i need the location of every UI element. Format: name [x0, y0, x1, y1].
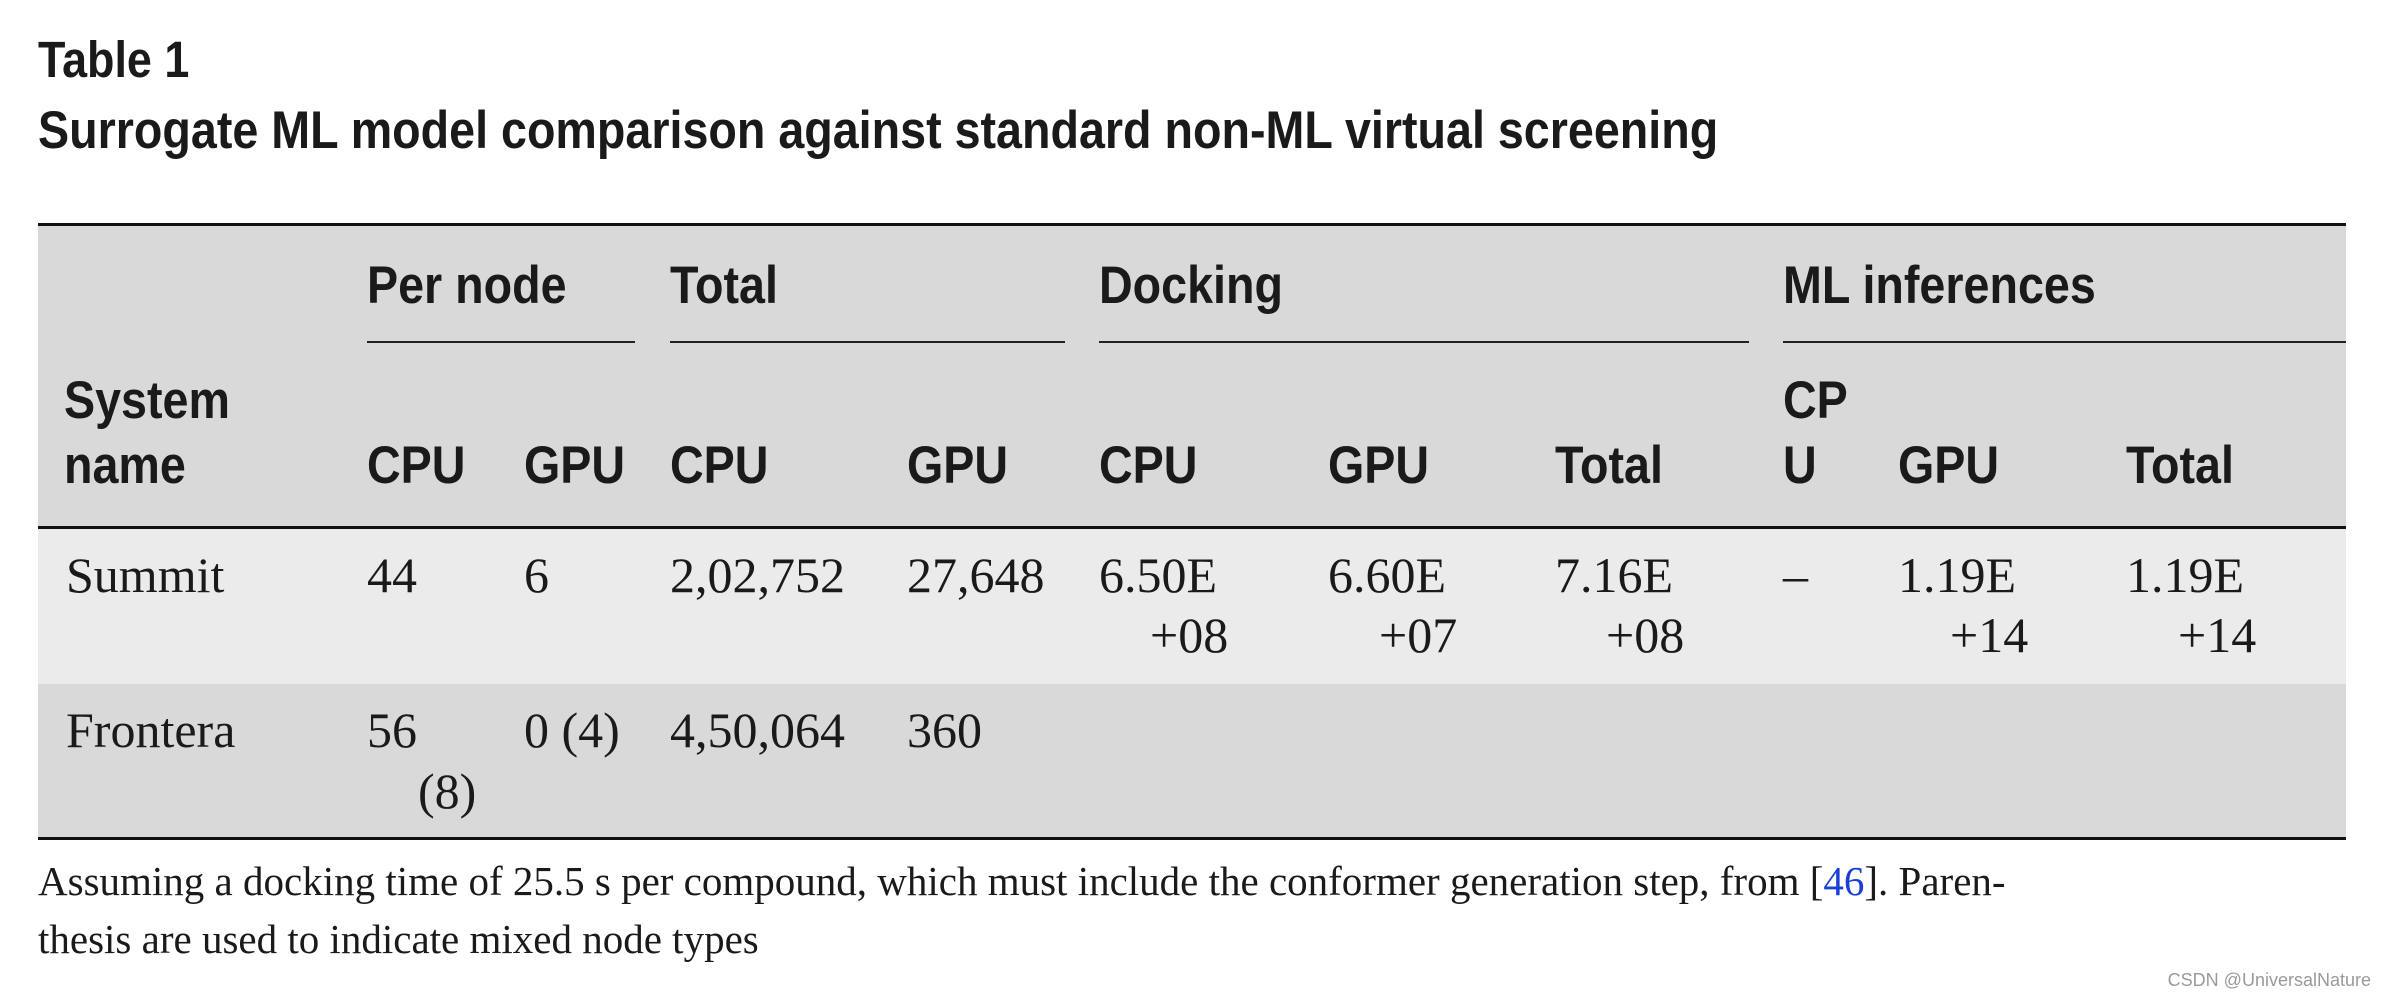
footnote-citation-link[interactable]: 46: [1823, 858, 1865, 904]
col-header-per-node-cpu: CPU: [367, 436, 466, 495]
col-header-docking-gpu: GPU: [1328, 436, 1430, 495]
row-summit-per-node-gpu: 6: [524, 547, 549, 603]
table-title: Surrogate ML model comparison against st…: [38, 101, 1719, 160]
col-header-docking-cpu: CPU: [1099, 436, 1198, 495]
row-summit-docking-gpu-exponent: +07: [1379, 607, 1458, 663]
col-header-ml-cpu-line1: CP: [1783, 371, 1848, 430]
table-header-background: [38, 224, 2346, 528]
row-summit-docking-total-mantissa: 7.16E: [1555, 547, 1674, 603]
table-label: Table 1: [38, 31, 190, 88]
table-row-frontera-background: [38, 684, 2346, 838]
row-summit-docking-total-exponent: +08: [1606, 607, 1685, 663]
col-header-per-node-gpu: GPU: [524, 436, 626, 495]
header-system-line2: name: [64, 436, 186, 495]
table-bottom-rule: [38, 837, 2346, 840]
footnote-text-before: Assuming a docking time of 25.5 s per co…: [38, 858, 1824, 904]
row-summit-ml-gpu-exponent: +14: [1950, 607, 2029, 663]
group-underline-ml-inferences: [1783, 341, 2346, 343]
group-underline-docking: [1099, 341, 1749, 343]
col-header-total-gpu: GPU: [907, 436, 1009, 495]
row-frontera-system: Frontera: [66, 702, 236, 758]
row-frontera-per-node-gpu: 0 (4): [524, 702, 620, 758]
row-summit-per-node-cpu: 44: [367, 547, 417, 603]
row-frontera-per-node-cpu-line2: (8): [418, 763, 477, 819]
row-summit-ml-gpu-mantissa: 1.19E: [1898, 547, 2017, 603]
row-frontera-total-cpu: 4,50,064: [670, 702, 845, 758]
row-summit-total-cpu: 2,02,752: [670, 547, 845, 603]
group-header-total: Total: [670, 256, 778, 315]
group-header-ml-inferences: ML inferences: [1783, 256, 2096, 315]
footnote-line2: thesis are used to indicate mixed node t…: [38, 916, 759, 962]
row-frontera-per-node-cpu-line1: 56: [367, 702, 417, 758]
header-system-line1: System: [64, 371, 230, 430]
row-summit-docking-cpu-exponent: +08: [1150, 607, 1229, 663]
row-summit-total-gpu: 27,648: [907, 547, 1045, 603]
col-header-ml-total: Total: [2126, 436, 2234, 495]
group-underline-per-node: [367, 341, 635, 343]
col-header-ml-gpu: GPU: [1898, 436, 2000, 495]
table-row-summit-background: [38, 528, 2346, 684]
col-header-total-cpu: CPU: [670, 436, 769, 495]
table-footnote: Assuming a docking time of 25.5 s per co…: [38, 852, 2358, 968]
row-summit-system: Summit: [66, 547, 225, 603]
col-header-docking-total: Total: [1555, 436, 1663, 495]
row-summit-ml-total-exponent: +14: [2178, 607, 2257, 663]
row-summit-ml-cpu: –: [1783, 547, 1808, 603]
group-header-docking: Docking: [1099, 256, 1283, 315]
row-frontera-total-gpu: 360: [907, 702, 982, 758]
watermark: CSDN @UniversalNature: [2167, 970, 2371, 990]
group-header-per-node: Per node: [367, 256, 567, 315]
row-summit-docking-cpu-mantissa: 6.50E: [1099, 547, 1218, 603]
row-summit-docking-gpu-mantissa: 6.60E: [1328, 547, 1447, 603]
table-top-rule: [38, 223, 2346, 226]
footnote-text-after: ]. Paren-: [1864, 858, 2006, 904]
group-underline-total: [670, 341, 1065, 343]
row-summit-ml-total-mantissa: 1.19E: [2126, 547, 2245, 603]
col-header-ml-cpu-line2: U: [1783, 436, 1817, 495]
header-bottom-rule: [38, 526, 2346, 529]
